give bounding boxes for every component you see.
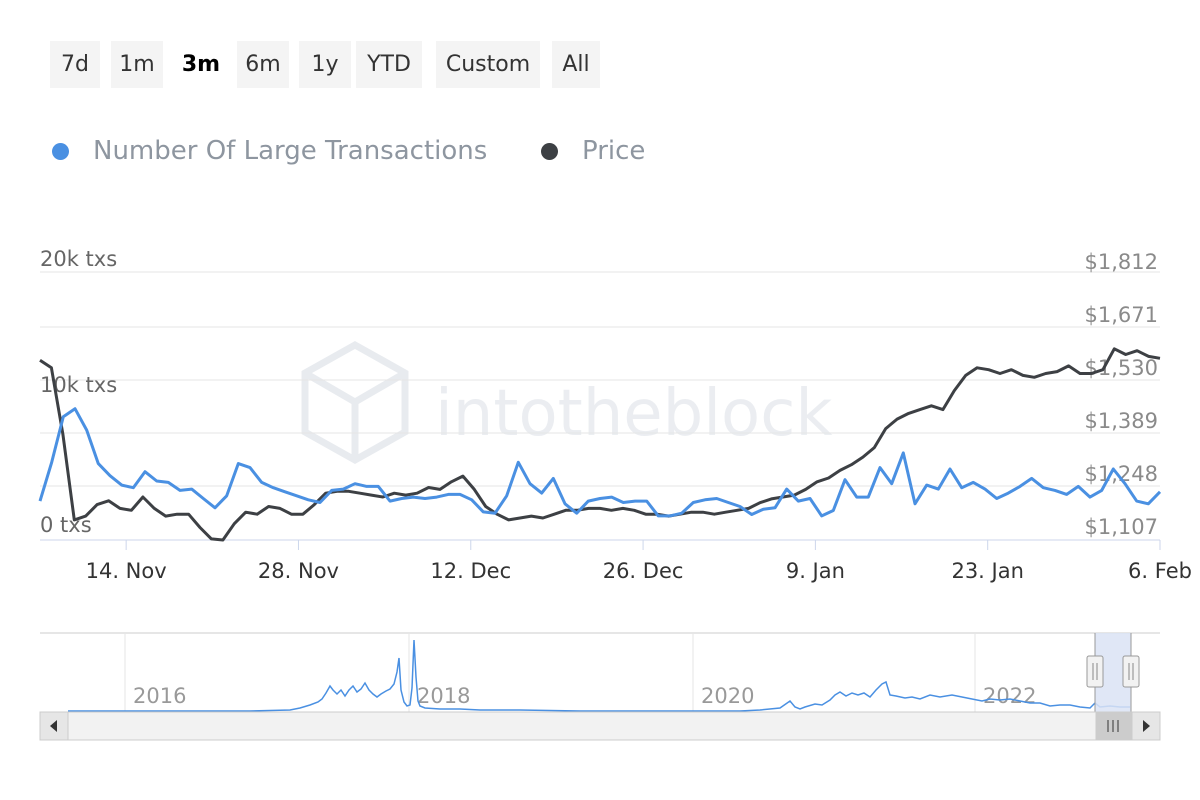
scrollbar-track[interactable]: [39, 711, 1161, 741]
x-tick-label: 28. Nov: [258, 559, 339, 583]
scrollbar[interactable]: [39, 711, 1161, 741]
x-tick-label: 14. Nov: [86, 559, 167, 583]
range-button-all[interactable]: All: [552, 41, 600, 88]
series-layer: [38, 347, 1162, 542]
legend-item-large-transactions[interactable]: Number Of Large Transactions: [52, 128, 487, 174]
legend-dot-price: [541, 142, 558, 160]
navigator-series: [68, 639, 1130, 712]
x-tick-label: 6. Feb: [1128, 559, 1192, 583]
y-right-tick-label: $1,389: [1085, 409, 1158, 433]
y-left-tick-label: 20k txs: [40, 247, 117, 271]
watermark-logo-icon: [301, 340, 409, 465]
y-axis-right: $1,107 $1,248 $1,389 $1,530 $1,671 $1,812: [1085, 250, 1158, 539]
legend-dot-large-transactions: [52, 142, 69, 160]
range-button-6m[interactable]: 6m: [237, 41, 289, 88]
navigator-handle-right[interactable]: [1122, 655, 1140, 688]
x-tick-label: 9. Jan: [786, 559, 845, 583]
y-right-tick-label: $1,671: [1085, 303, 1158, 327]
range-button-7d[interactable]: 7d: [50, 41, 100, 88]
x-axis-ticks: 14. Nov 28. Nov 12. Dec 26. Dec 9. Jan 23. Ja…: [86, 540, 1192, 583]
watermark-text: intotheblock: [435, 377, 832, 451]
legend-label-price: Price: [582, 136, 646, 166]
series-line-large-transactions: [38, 407, 1162, 518]
y-right-tick-label: $1,530: [1085, 356, 1158, 380]
watermark: intotheblock: [301, 340, 832, 465]
range-button-ytd[interactable]: YTD: [356, 41, 422, 88]
x-tick-label: 12. Dec: [430, 559, 511, 583]
navigator-grid: [124, 633, 976, 712]
arrow-left-icon: [50, 720, 57, 732]
range-button-1m[interactable]: 1m: [111, 41, 163, 88]
x-tick-label: 23. Jan: [951, 559, 1023, 583]
series-line-price: [39, 347, 1161, 542]
scrollbar-thumb[interactable]: [1095, 711, 1133, 741]
range-button-1y[interactable]: 1y: [299, 41, 351, 88]
y-right-tick-label: $1,107: [1085, 515, 1158, 539]
grid: [40, 271, 1160, 487]
range-button-3m[interactable]: 3m: [175, 41, 227, 88]
legend-label-large-transactions: Number Of Large Transactions: [93, 136, 488, 166]
arrow-right-icon: [1143, 720, 1150, 732]
navigator-label-2018: 2018: [417, 684, 470, 708]
range-button-custom[interactable]: Custom: [436, 41, 540, 88]
navigator[interactable]: 2016 2018 2020 2022: [40, 632, 1160, 712]
y-right-tick-label: $1,812: [1085, 250, 1158, 274]
y-right-tick-label: $1,248: [1085, 462, 1158, 486]
navigator-label-2022: 2022: [983, 684, 1036, 708]
navigator-label-2020: 2020: [701, 684, 754, 708]
navigator-handle-left[interactable]: [1086, 655, 1104, 688]
navigator-label-2016: 2016: [133, 684, 186, 708]
x-tick-label: 26. Dec: [603, 559, 684, 583]
legend-item-price[interactable]: Price: [541, 128, 645, 174]
